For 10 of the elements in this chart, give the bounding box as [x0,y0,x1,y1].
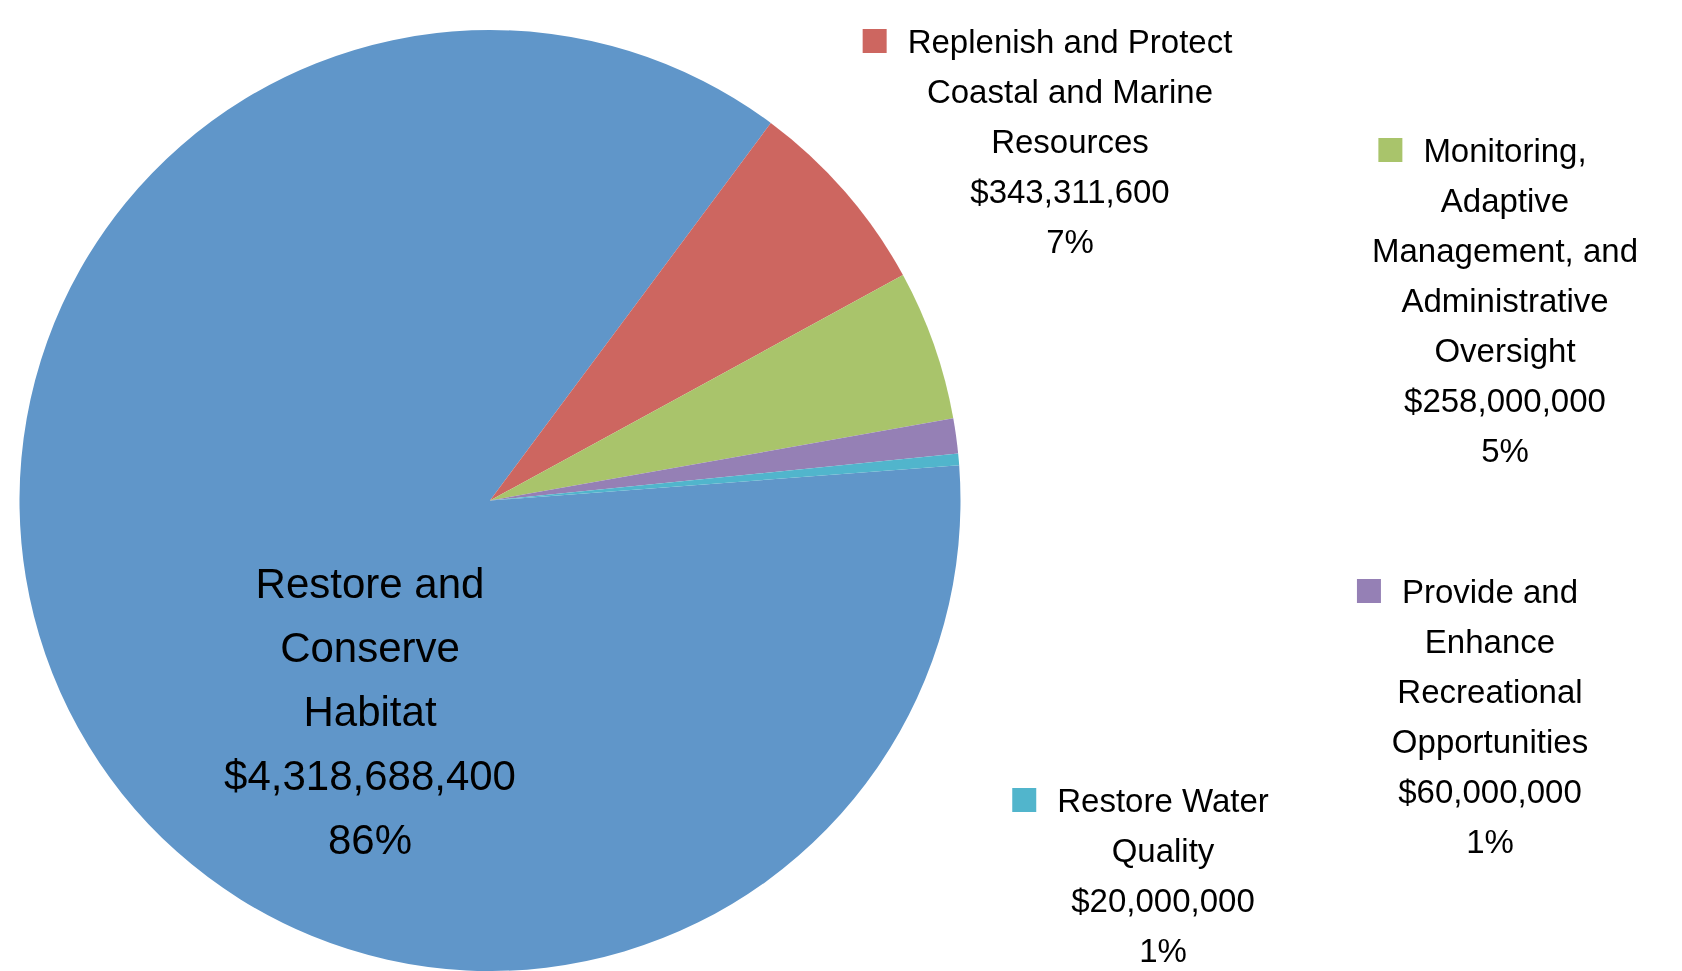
slice-label: Restore and Conserve Habitat [255,559,485,735]
data-label: $4,318,688,400 86% [224,751,516,863]
legend-label: Replenish and Protect Coastal and Marine Resources [907,22,1233,160]
data-label: $20,000,000 1% [1071,881,1255,969]
data-label: $258,000,000 5% [1404,381,1606,469]
legend-label: Monitoring, Adaptive Management, and Administrative Oversight [1371,131,1639,369]
data-label: $60,000,000 1% [1398,772,1582,860]
legend-label: Restore Water Quality [1057,781,1269,869]
legend-label: Provide and Enhance Recreational Opportunities [1391,572,1589,760]
data-label: $343,311,600 7% [970,172,1170,260]
